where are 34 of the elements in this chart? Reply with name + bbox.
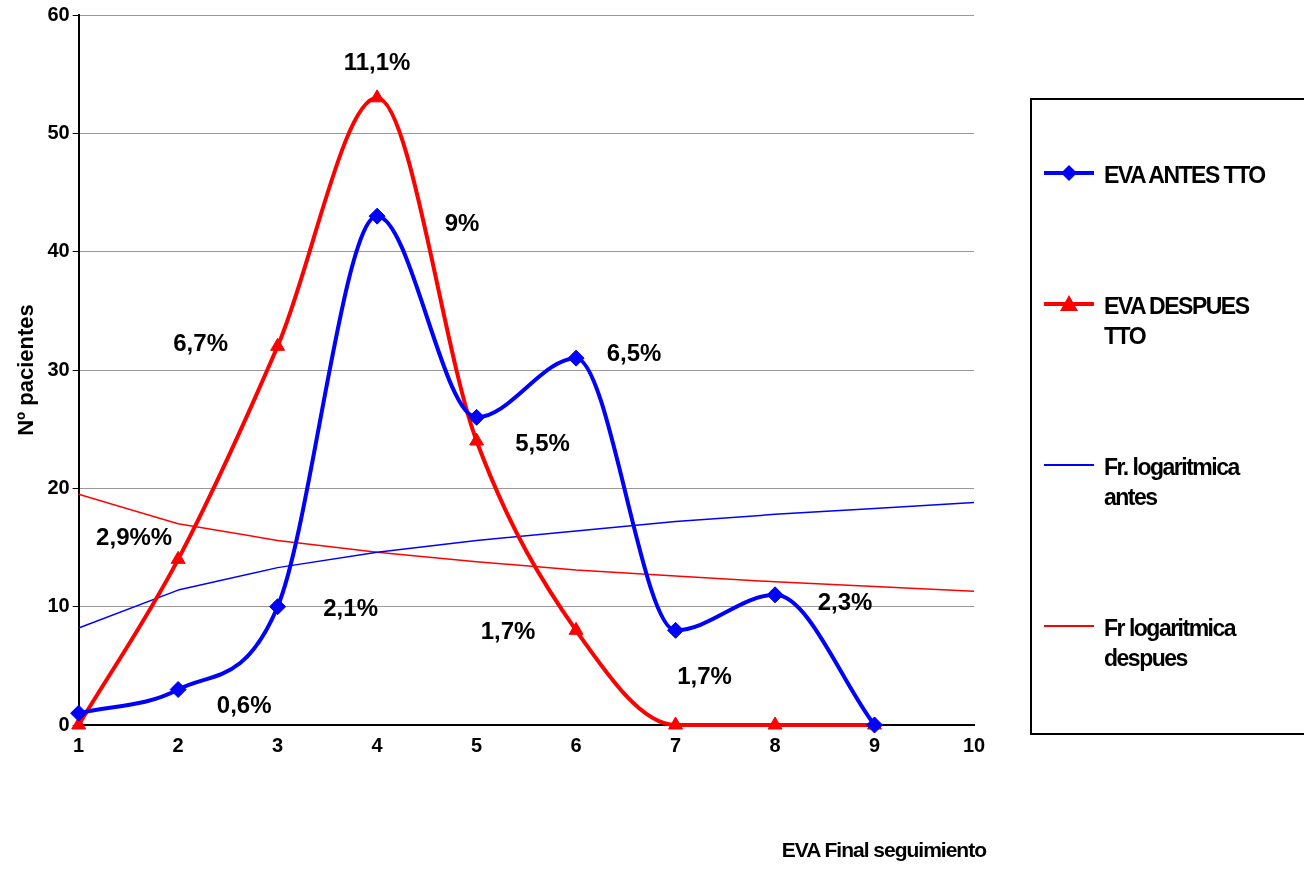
legend-label: Fr. logaritmica antes <box>1104 452 1241 512</box>
x-tick-label: 8 <box>769 733 781 756</box>
x-tick-label: 2 <box>172 733 184 756</box>
annotation: 5,5% <box>515 428 570 456</box>
legend-label: EVA ANTES TTO <box>1104 161 1266 191</box>
x-tick-label: 6 <box>570 733 582 756</box>
legend-label: EVA DESPUES TTO <box>1104 292 1250 352</box>
annotation: 2,9%% <box>96 522 173 550</box>
annotation: 11,1% <box>343 48 411 76</box>
y-tick-label: 20 <box>47 475 70 498</box>
x-tick-label: 5 <box>471 733 483 756</box>
y-tick-label: 10 <box>47 594 70 617</box>
annotation: 6,7% <box>173 328 228 356</box>
annotation: 6,5% <box>606 338 662 366</box>
legend-label: Fr logaritmica despues <box>1104 613 1237 673</box>
y-tick-label: 30 <box>47 357 70 380</box>
x-tick-label: 9 <box>868 733 881 756</box>
annotation: 9% <box>444 208 480 236</box>
y-tick-label: 0 <box>58 712 70 735</box>
y-tick-label: 50 <box>47 120 70 143</box>
x-tick-label: 4 <box>371 733 384 756</box>
x-tick-label: 1 <box>73 733 85 756</box>
x-tick-label: 7 <box>669 733 682 756</box>
annotation: 0,6% <box>216 691 272 719</box>
x-axis-title: EVA Final seguimiento <box>781 838 986 862</box>
y-tick-label: 40 <box>47 239 70 262</box>
annotation: 2,3% <box>817 588 873 616</box>
y-axis-title: Nº pacientes <box>13 304 39 436</box>
x-tick-label: 10 <box>962 733 986 756</box>
y-tick-label: 60 <box>47 2 70 25</box>
annotation: 1,7% <box>480 616 536 644</box>
annotation: 1,7% <box>677 661 732 689</box>
annotation: 2,1% <box>323 594 378 622</box>
x-tick-label: 3 <box>272 733 284 756</box>
